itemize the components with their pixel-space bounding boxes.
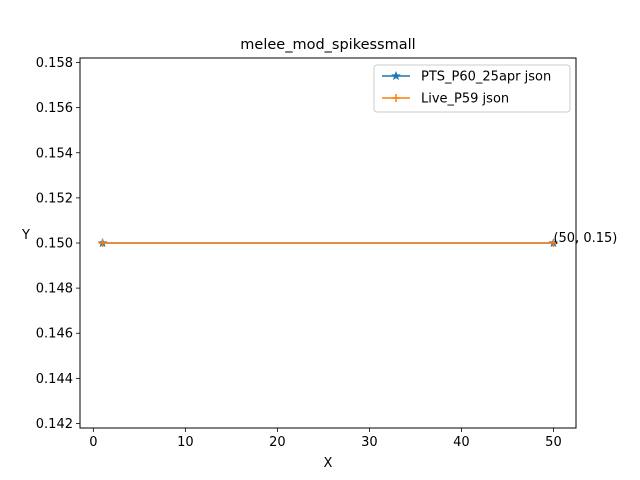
y-tick-label: 0.156 bbox=[36, 101, 73, 116]
x-axis: 0 10 20 30 40 50 bbox=[89, 428, 562, 450]
legend-box bbox=[373, 64, 571, 113]
legend: PTS_P60_25apr json Live_P59 json bbox=[373, 64, 571, 113]
y-tick-label: 0.148 bbox=[36, 282, 73, 297]
legend-entry: Live_P59 json bbox=[382, 92, 509, 107]
series-2-point bbox=[98, 239, 107, 247]
point-annotation: (50, 0.15) bbox=[553, 231, 617, 246]
legend-label: Live_P59 json bbox=[421, 92, 509, 107]
x-tick-label: 0 bbox=[89, 435, 97, 450]
x-tick-label: 20 bbox=[269, 435, 286, 450]
series-2-point bbox=[549, 239, 558, 247]
y-tick-label: 0.146 bbox=[36, 327, 73, 342]
legend-swatch-marker bbox=[391, 70, 401, 81]
plot-area: (50, 0.15) bbox=[97, 231, 617, 248]
y-axis: 0.142 0.144 0.146 0.148 0.150 0.152 0.154 0.156… bbox=[36, 56, 80, 432]
x-tick-label: 30 bbox=[361, 435, 378, 450]
y-tick-label: 0.152 bbox=[36, 191, 73, 206]
y-tick-label: 0.154 bbox=[36, 146, 73, 161]
legend-entry: PTS_P60_25apr json bbox=[382, 70, 551, 85]
x-axis-label: X bbox=[324, 456, 333, 471]
chart-title: melee_mod_spikessmall bbox=[240, 37, 415, 53]
y-tick-label: 0.144 bbox=[36, 372, 73, 387]
legend-swatch-marker bbox=[392, 94, 400, 102]
x-tick-label: 50 bbox=[545, 435, 562, 450]
y-tick-label: 0.142 bbox=[36, 417, 73, 432]
x-tick-label: 10 bbox=[177, 435, 194, 450]
y-axis-label: Y bbox=[21, 228, 30, 243]
y-tick-label: 0.158 bbox=[36, 56, 73, 71]
x-tick-label: 40 bbox=[453, 435, 470, 450]
legend-label: PTS_P60_25apr json bbox=[421, 70, 551, 85]
y-tick-label: 0.150 bbox=[36, 237, 73, 252]
